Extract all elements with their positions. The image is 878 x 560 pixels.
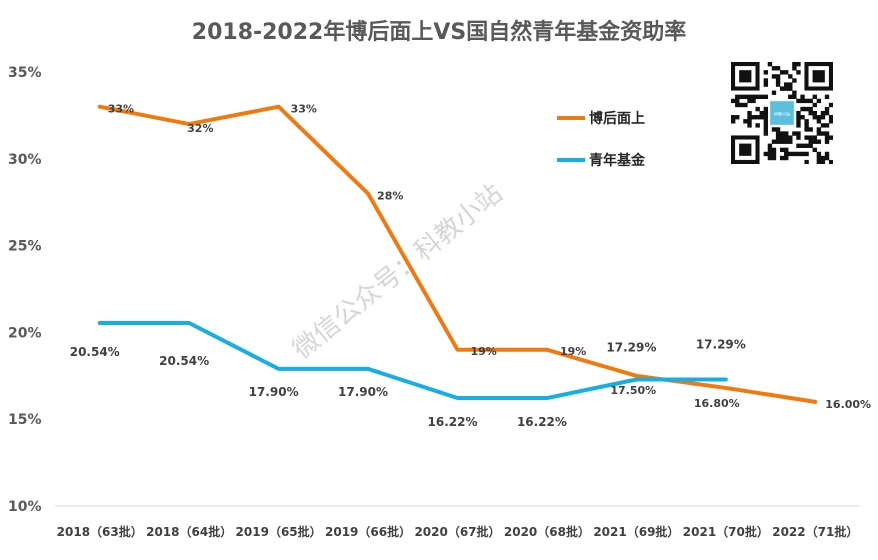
chart-title: 2018-2022年博后面上VS国自然青年基金资助率	[191, 20, 687, 45]
data-label-qingnian: 20.54%	[159, 354, 209, 368]
y-tick-label: 10%	[8, 499, 42, 515]
x-tick-label: 2020（68批）	[504, 524, 590, 539]
data-label-bohou: 33%	[108, 103, 134, 116]
y-tick-label: 30%	[8, 152, 42, 168]
data-label-bohou: 19%	[471, 345, 497, 358]
data-label-bohou: 28%	[377, 190, 403, 203]
x-tick-label: 2018（64批）	[146, 524, 232, 539]
y-tick-label: 35%	[8, 65, 42, 81]
data-label-qingnian: 17.29%	[606, 340, 656, 354]
data-labels: 33% 32% 33% 28% 19% 19% 17.50% 16.80% 16.00% 20.5…	[70, 103, 871, 429]
qr-code: 科教小站	[731, 62, 834, 165]
x-tick-label: 2021（70批）	[683, 524, 769, 539]
data-label-bohou: 16.80%	[694, 397, 740, 410]
watermark: 微信公众号：科教小站	[288, 178, 509, 365]
data-label-bohou: 32%	[187, 122, 213, 135]
x-tick-label: 2018（63批）	[57, 524, 143, 539]
x-axis: 2018（63批） 2018（64批） 2019（65批） 2019（66批） 2020…	[57, 524, 859, 539]
data-label-bohou: 33%	[291, 103, 317, 116]
x-tick-label: 2020（67批）	[414, 524, 500, 539]
legend: 博后面上 青年基金	[557, 110, 646, 169]
x-tick-label: 2022（71批）	[772, 524, 858, 539]
qr-center-text: 科教小站	[774, 110, 790, 116]
legend-label-bohou: 博后面上	[589, 110, 645, 127]
qr-center-logo	[770, 101, 794, 125]
data-label-bohou: 19%	[560, 345, 586, 358]
series-line-qingnian	[97, 321, 728, 401]
data-label-qingnian: 17.90%	[249, 385, 299, 399]
data-label-qingnian: 16.22%	[517, 415, 567, 429]
legend-label-qingnian: 青年基金	[589, 152, 646, 169]
series-lines	[97, 104, 818, 404]
data-label-qingnian: 20.54%	[70, 345, 120, 359]
y-tick-label: 20%	[8, 325, 42, 341]
qr-code-graphic: 科教小站	[731, 62, 834, 165]
data-label-qingnian: 17.29%	[696, 337, 746, 351]
series-line-bohou	[97, 104, 818, 404]
data-label-bohou: 16.00%	[825, 398, 871, 411]
y-tick-label: 15%	[8, 412, 42, 428]
data-label-qingnian: 17.90%	[338, 385, 388, 399]
x-tick-label: 2019（66批）	[325, 524, 411, 539]
y-axis: 10% 15% 20% 25% 30% 35%	[8, 65, 42, 515]
x-tick-label: 2019（65批）	[236, 524, 322, 539]
x-tick-label: 2021（69批）	[593, 524, 679, 539]
data-label-bohou: 17.50%	[610, 384, 656, 397]
data-label-qingnian: 16.22%	[428, 415, 478, 429]
y-tick-label: 25%	[8, 239, 42, 255]
